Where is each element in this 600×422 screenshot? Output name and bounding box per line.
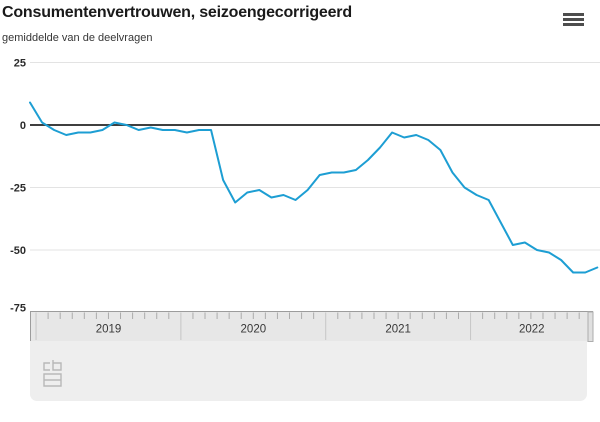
navigator-right-handle[interactable] [587,311,594,342]
y-axis-label: -75 [10,303,26,315]
year-label: 2022 [519,324,545,336]
year-label: 2019 [96,324,122,336]
hamburger-icon [563,13,584,26]
plot-area: 25 0 -25 -50 -75 [10,58,600,315]
y-axis-label: 0 [20,120,26,132]
y-axis-label: -25 [10,183,26,195]
chart-title: Consumentenvertrouwen, seizoengecorrigee… [2,4,352,21]
x-axis-navigator[interactable]: 2019 2020 2021 2022 [0,311,600,342]
confidence-line [29,101,599,274]
cbs-logo [43,360,62,387]
cbs-logo-s [43,373,62,387]
year-label: 2021 [385,324,411,336]
navigator-track[interactable] [30,312,593,342]
y-axis-label: -50 [10,245,26,257]
y-axis-label: 25 [14,58,26,70]
year-label: 2020 [241,324,267,336]
cbs-logo-c [43,362,50,371]
chart-subtitle: gemiddelde van de deelvragen [2,32,153,44]
chart-menu-button[interactable] [560,8,587,30]
cbs-logo-b [52,360,62,371]
footer-panel [30,341,587,401]
